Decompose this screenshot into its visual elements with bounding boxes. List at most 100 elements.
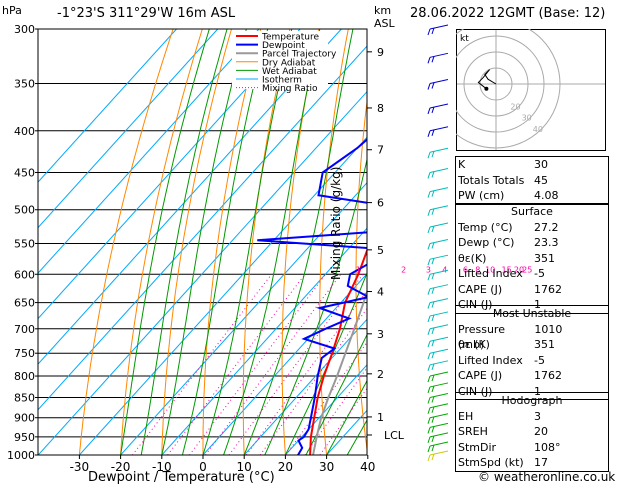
wind-barb-flag xyxy=(431,352,435,359)
wind-barb-flag xyxy=(431,287,435,294)
wind-barb-staff xyxy=(429,393,449,398)
hodo-row: EH 3 xyxy=(458,409,541,423)
wind-barb-flag xyxy=(427,259,431,266)
hodo-row: StmSpd (kt) 17 xyxy=(458,456,548,469)
hodograph-table-title: Hodograph xyxy=(501,394,563,407)
dry-adiabat-line xyxy=(611,29,629,455)
wind-barb-staff xyxy=(429,167,449,173)
x-tick-label: 10 xyxy=(237,460,252,474)
wind-barb-flag xyxy=(427,315,431,323)
wet-adiabat-line xyxy=(161,29,247,455)
isotherm-line xyxy=(38,29,177,183)
wet-adiabat-line xyxy=(284,271,367,455)
wind-barb-flag xyxy=(427,364,431,371)
mixing-ratio-line xyxy=(304,367,367,455)
pressure-tick-label: 850 xyxy=(14,391,35,404)
wind-barb-staff xyxy=(429,269,449,275)
mixing-ratio-label: 10 xyxy=(485,265,495,274)
km-tick-label: 7 xyxy=(377,144,384,157)
mixing-ratio-label: 4 xyxy=(442,265,447,274)
isotherm-line xyxy=(38,29,219,229)
wind-barb-flag xyxy=(427,353,431,360)
km-tick-label: 9 xyxy=(377,46,384,59)
wind-barb-flag xyxy=(427,341,431,348)
wind-barb-flag xyxy=(431,242,435,249)
wind-barb-staff xyxy=(429,360,449,366)
wind-barb-staff xyxy=(429,222,449,228)
header-hpa: hPa xyxy=(2,4,22,17)
mixing-ratio-line xyxy=(189,273,326,455)
wind-barb-flag xyxy=(431,208,435,215)
wind-barb-flag xyxy=(427,288,431,295)
surface-row: CAPE (J) 1762 xyxy=(458,282,562,296)
km-tick-label: 5 xyxy=(377,244,384,257)
hodo-row: StmDir 108° xyxy=(458,440,561,454)
wind-barb-staff xyxy=(429,371,449,377)
pressure-tick-label: 550 xyxy=(14,237,35,250)
mu-row: CIN (J) 1 xyxy=(458,384,541,398)
header-location: -1°23'S 311°29'W 16m ASL xyxy=(57,6,236,21)
dry-adiabat-line xyxy=(242,29,291,455)
wind-barb-staff xyxy=(429,103,449,109)
parcel-trajectory-curve xyxy=(312,288,367,455)
pressure-tick-label: 900 xyxy=(14,412,35,425)
mixing-ratio-line xyxy=(167,273,306,455)
mu-row: CAPE (J) 1762 xyxy=(458,369,562,382)
wind-barb-flag xyxy=(431,340,435,347)
wind-barb-flag xyxy=(431,27,435,35)
mixing-ratio-label: 3 xyxy=(426,265,431,274)
mixing-ratio-label: 6 xyxy=(463,265,468,274)
lcl-label: LCL xyxy=(384,429,405,442)
legend-item: Isotherm xyxy=(262,76,302,86)
dry-adiabat-line xyxy=(355,97,367,453)
x-tick-label: -10 xyxy=(152,460,172,474)
wind-barb-flag xyxy=(431,82,435,89)
dry-adiabat-line xyxy=(161,29,232,455)
isotherm-line xyxy=(38,90,367,455)
wind-barb-staff xyxy=(429,24,449,30)
wind-barb-flag xyxy=(431,416,435,423)
dry-adiabat-line xyxy=(120,29,203,455)
y-axis-label-right: Mixing Ratio (g/kg) xyxy=(329,166,343,280)
pressure-tick-label: 400 xyxy=(14,125,35,138)
wind-barb-staff xyxy=(429,284,449,290)
legend-item: Dry Adiabat xyxy=(262,58,316,68)
legend-item: Dewpoint xyxy=(262,41,305,51)
most-unstable-title: Most Unstable xyxy=(492,307,572,320)
wind-barb-flag xyxy=(427,172,431,179)
pressure-tick-label: 300 xyxy=(14,23,35,36)
wind-barb-flag xyxy=(431,396,435,403)
x-tick-label: 20 xyxy=(278,460,293,474)
wet-adiabat-line xyxy=(305,333,367,455)
isotherm-line xyxy=(161,227,367,455)
wind-barb-staff xyxy=(429,422,449,428)
wind-barb-flag xyxy=(431,314,435,322)
indices-table: K 30 Totals Totals 45 PW (cm) 4.08 xyxy=(455,156,609,205)
most-unstable-table: Most Unstable Pressure (mb) 1010 θε (K) 35… xyxy=(455,305,609,400)
wind-barb-flag xyxy=(431,56,435,63)
surface-row: θε(K) 351 xyxy=(458,251,555,265)
isotherm-line xyxy=(243,318,367,455)
mu-row: θε (K) 351 xyxy=(458,338,555,351)
wind-barb-flag xyxy=(431,385,435,393)
wind-barb-staff xyxy=(429,187,449,193)
header-km: km xyxy=(374,4,392,17)
pressure-tick-label: 600 xyxy=(14,268,35,281)
surface-row: Temp (°C) 27.2 xyxy=(458,220,559,234)
pressure-tick-label: 800 xyxy=(14,370,35,383)
wind-barb-staff xyxy=(429,238,449,244)
wind-barb-flag xyxy=(427,209,431,216)
km-tick-label: 4 xyxy=(377,286,384,299)
surface-row: Dewp (°C) 23.3 xyxy=(458,236,559,249)
wind-barb-flag xyxy=(427,397,431,404)
index-row: K 30 xyxy=(458,158,548,171)
legend-item: Temperature xyxy=(261,33,319,43)
wind-barb-flag xyxy=(427,445,431,453)
wet-adiabat-line xyxy=(140,29,228,455)
wind-barb-flag xyxy=(427,243,431,250)
wet-adiabat-line xyxy=(181,29,269,455)
wind-barb-flag xyxy=(431,225,435,233)
wind-barb-staff xyxy=(429,336,449,342)
hodograph-ring-label: 20 xyxy=(510,102,520,111)
